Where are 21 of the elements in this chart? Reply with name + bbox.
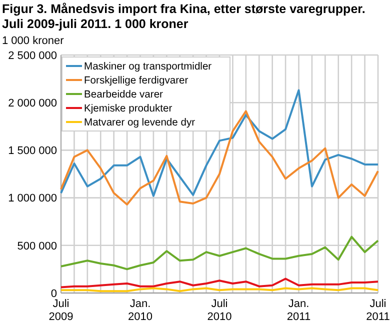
legend-label: Maskiner og transportmidler bbox=[84, 62, 212, 73]
y-tick-label: 2 500 000 bbox=[8, 50, 57, 62]
legend-label: Bearbeidde varer bbox=[84, 90, 164, 101]
line-series bbox=[60, 89, 379, 197]
y-axis-title: 1 000 kroner bbox=[2, 35, 64, 47]
chart-title: Figur 3. Månedsvis import fra Kina, etter største varegrupper. Juli 2009-juli 2011. 1 000 kroner bbox=[2, 2, 366, 31]
x-tick-label: Juli 2011 bbox=[366, 298, 390, 321]
line-series bbox=[60, 236, 379, 270]
y-tick-label: 1 000 000 bbox=[8, 192, 57, 205]
x-tick-label: Juli 2009 bbox=[48, 298, 74, 321]
x-tick-label: Juli 2010 bbox=[207, 298, 232, 321]
x-tick-label: Jan. 2011 bbox=[286, 298, 311, 321]
legend-label: Matvarer og levende dyr bbox=[84, 118, 196, 129]
x-tick-label: Jan. 2010 bbox=[128, 298, 152, 321]
legend-label: Kjemiske produkter bbox=[84, 104, 173, 115]
line-series bbox=[60, 278, 379, 288]
y-tick-label: 2 000 000 bbox=[8, 97, 57, 110]
legend-label: Forskjellige ferdigvarer bbox=[84, 76, 189, 87]
y-tick-label: 500 000 bbox=[17, 240, 57, 252]
y-tick-label: 0 bbox=[50, 288, 57, 300]
y-tick-label: 1 500 000 bbox=[8, 145, 57, 158]
